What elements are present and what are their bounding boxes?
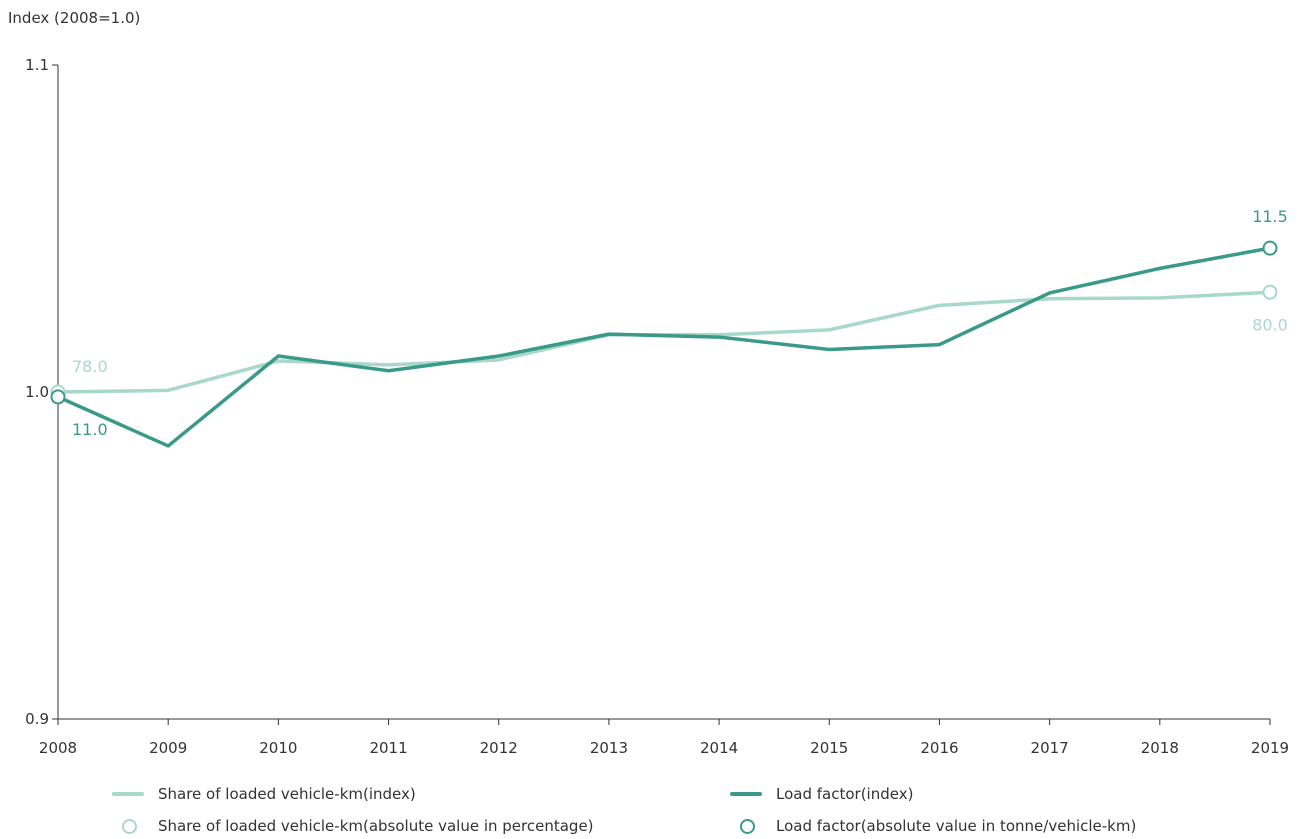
legend-label: Load factor(index): [776, 785, 914, 803]
data-label: 11.0: [72, 420, 108, 439]
y-axis-title: Index (2008=1.0): [8, 9, 140, 27]
legend-label: Share of loaded vehicle-km(absolute valu…: [158, 817, 594, 835]
line-chart: Index (2008=1.0) 0.9 1.0 1.1 2008 2009 2010 20…: [8, 9, 1289, 757]
legend-item-load-index: Load factor(index): [730, 782, 913, 806]
legend-line-swatch: [112, 792, 144, 796]
x-tick-label: 2016: [920, 739, 958, 757]
series-endpoint-marker: [1262, 284, 1278, 300]
legend-circle-swatch: [122, 818, 137, 834]
x-tick-label: 2019: [1251, 739, 1289, 757]
data-annotations: 78.0 11.0 11.5 80.0: [72, 207, 1288, 439]
legend-label: Share of loaded vehicle-km(index): [158, 785, 416, 803]
y-tick-label: 1.0: [25, 383, 49, 401]
x-tick-label: 2011: [369, 739, 407, 757]
legend-circle-swatch: [740, 818, 755, 834]
legend-item-load-abs: Load factor(absolute value in tonne/vehi…: [730, 814, 1136, 838]
series-endpoint-marker: [50, 389, 66, 405]
x-tick-label: 2010: [259, 739, 297, 757]
y-tick-label: 1.1: [25, 56, 49, 74]
series-lines: [56, 246, 1272, 448]
legend-line-swatch: [730, 792, 762, 796]
x-tick-label: 2009: [149, 739, 187, 757]
axes: 0.9 1.0 1.1 2008 2009 2010 2011 2012 2013 2014 201…: [25, 56, 1289, 757]
legend-item-share-index: Share of loaded vehicle-km(index): [112, 782, 416, 806]
series-markers: [50, 240, 1278, 405]
series-endpoint-marker: [1262, 240, 1278, 256]
data-label: 11.5: [1252, 207, 1288, 226]
x-tick-label: 2012: [480, 739, 518, 757]
x-tick-label: 2013: [590, 739, 628, 757]
series-line-2: [56, 246, 1272, 448]
x-tick-label: 2015: [810, 739, 848, 757]
data-label: 80.0: [1252, 315, 1288, 334]
legend-label: Load factor(absolute value in tonne/vehi…: [776, 817, 1137, 835]
x-tick-label: 2017: [1031, 739, 1069, 757]
legend-item-share-abs: Share of loaded vehicle-km(absolute valu…: [112, 814, 594, 838]
data-label: 78.0: [72, 357, 108, 376]
y-tick-label: 0.9: [25, 710, 49, 728]
x-tick-label: 2014: [700, 739, 738, 757]
series-line-1: [56, 290, 1272, 394]
x-tick-label: 2018: [1141, 739, 1179, 757]
x-tick-label: 2008: [39, 739, 77, 757]
